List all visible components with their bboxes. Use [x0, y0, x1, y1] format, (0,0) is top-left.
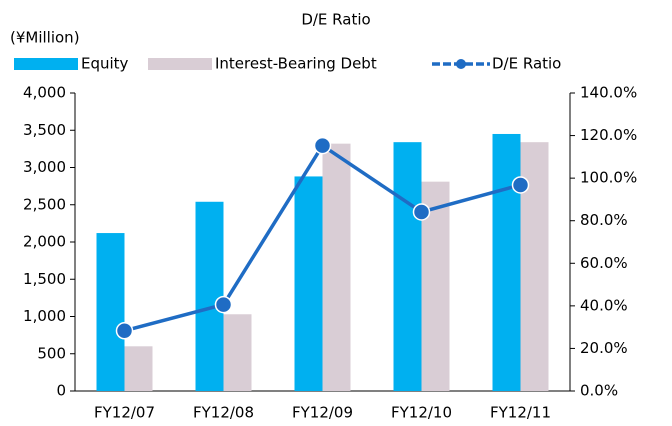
y-tick-label: 4,000: [23, 84, 66, 102]
y2-tick-label: 100.0%: [580, 169, 637, 187]
y-axis-label: (¥Million): [10, 29, 80, 47]
y-tick-label: 1,500: [23, 270, 66, 288]
marker: [313, 136, 332, 155]
x-tick-label: FY12/11: [490, 404, 551, 422]
bar: [322, 143, 351, 391]
legend-marker: [456, 59, 466, 69]
legend-swatch: [14, 58, 78, 70]
y-tick-label: 3,000: [23, 158, 66, 176]
y-tick-label: 2,500: [23, 195, 66, 213]
legend-label: Interest-Bearing Debt: [215, 55, 377, 73]
y-tick-label: 0: [56, 382, 66, 400]
y2-tick-label: 40.0%: [580, 296, 628, 314]
marker: [115, 322, 134, 340]
bar: [492, 133, 521, 391]
x-tick-label: FY12/09: [292, 404, 353, 422]
chart-title: D/E Ratio: [301, 11, 370, 29]
y2-tick-label: 60.0%: [580, 254, 628, 272]
y-tick-label: 2,000: [23, 233, 66, 251]
bar: [96, 233, 125, 391]
x-tick-label: FY12/08: [193, 404, 254, 422]
legend-label: Equity: [81, 55, 129, 73]
bar: [393, 142, 422, 391]
bar: [124, 346, 153, 391]
x-tick-label: FY12/10: [391, 404, 452, 422]
y2-tick-label: 0.0%: [580, 382, 618, 400]
y-tick-label: 1,000: [23, 307, 66, 325]
marker: [412, 203, 431, 221]
marker: [214, 295, 233, 314]
x-tick-label: FY12/07: [94, 404, 155, 422]
y2-tick-label: 140.0%: [580, 84, 637, 102]
y-tick-label: 500: [37, 344, 66, 362]
y-tick-label: 3,500: [23, 121, 66, 139]
marker: [511, 176, 530, 194]
bar: [223, 314, 252, 391]
bar: [294, 176, 323, 391]
bar: [195, 201, 224, 391]
y2-tick-label: 120.0%: [580, 126, 637, 144]
y2-tick-label: 20.0%: [580, 339, 628, 357]
legend-label: D/E Ratio: [492, 55, 561, 73]
legend-swatch: [148, 58, 212, 70]
y2-tick-label: 80.0%: [580, 211, 628, 229]
